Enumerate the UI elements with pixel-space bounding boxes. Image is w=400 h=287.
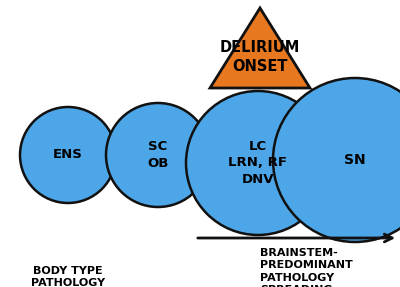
Polygon shape	[210, 8, 310, 88]
Text: LC
LRN, RF
DNV: LC LRN, RF DNV	[228, 140, 288, 186]
Circle shape	[186, 91, 330, 235]
Circle shape	[20, 107, 116, 203]
Circle shape	[106, 103, 210, 207]
Text: BRAINSTEM-
PREDOMINANT
PATHOLOGY
SPREADING: BRAINSTEM- PREDOMINANT PATHOLOGY SPREADI…	[260, 248, 353, 287]
Circle shape	[273, 78, 400, 242]
Text: SN: SN	[344, 153, 366, 167]
Text: ENS: ENS	[53, 148, 83, 162]
Text: BODY TYPE
PATHOLOGY: BODY TYPE PATHOLOGY	[31, 266, 105, 287]
Text: SC
OB: SC OB	[147, 140, 169, 170]
Text: DELIRIUM
ONSET: DELIRIUM ONSET	[220, 40, 300, 74]
